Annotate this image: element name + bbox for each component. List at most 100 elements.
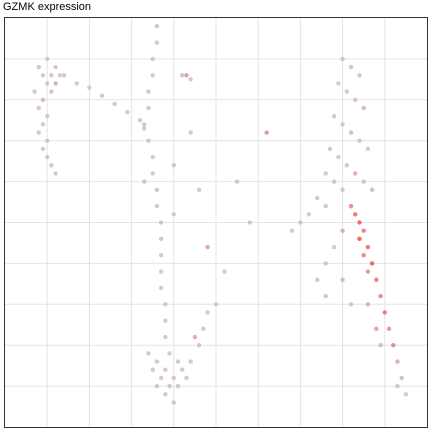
data-points xyxy=(32,23,409,405)
data-point xyxy=(323,171,328,176)
data-point xyxy=(188,130,193,135)
data-point xyxy=(163,318,168,323)
data-point xyxy=(171,375,176,381)
data-point xyxy=(361,253,366,258)
data-point xyxy=(150,73,155,78)
data-point xyxy=(150,367,155,372)
data-point xyxy=(357,73,362,78)
data-point xyxy=(298,220,303,225)
data-point xyxy=(344,163,350,168)
data-point xyxy=(99,93,105,98)
data-point xyxy=(213,302,219,307)
data-point xyxy=(45,138,50,143)
data-point xyxy=(188,359,193,364)
data-point xyxy=(353,171,358,176)
data-point xyxy=(142,122,147,127)
data-point xyxy=(154,40,160,45)
data-point xyxy=(158,220,164,225)
data-point xyxy=(87,85,92,90)
data-point xyxy=(340,122,345,127)
data-point xyxy=(395,383,400,389)
data-point xyxy=(344,89,350,94)
data-point xyxy=(180,73,185,78)
data-point xyxy=(365,269,371,274)
data-point xyxy=(163,392,168,397)
data-point xyxy=(188,77,193,82)
data-point xyxy=(196,187,202,192)
data-point xyxy=(336,154,341,160)
data-point xyxy=(315,277,320,282)
data-point xyxy=(340,187,345,192)
data-point xyxy=(234,179,240,184)
data-point xyxy=(175,383,181,389)
data-point xyxy=(49,89,54,94)
data-point xyxy=(399,375,404,381)
data-point xyxy=(154,23,160,29)
data-point xyxy=(112,101,117,107)
data-point xyxy=(158,253,164,258)
data-point xyxy=(53,81,58,86)
chart-title: GZMK expression xyxy=(3,1,92,13)
data-point xyxy=(40,73,46,78)
panel-border xyxy=(4,17,428,428)
data-point xyxy=(45,154,50,160)
data-point xyxy=(331,179,337,184)
data-point xyxy=(365,302,371,307)
data-point xyxy=(154,359,160,364)
data-point xyxy=(36,105,41,111)
data-point xyxy=(146,105,151,111)
data-point xyxy=(348,64,354,70)
data-point xyxy=(171,400,176,405)
data-point xyxy=(196,343,202,348)
data-point xyxy=(361,179,366,184)
data-point xyxy=(49,73,54,78)
data-point xyxy=(357,236,362,242)
data-point xyxy=(353,212,358,217)
data-point xyxy=(340,277,345,282)
data-point xyxy=(146,89,151,94)
data-point xyxy=(154,203,160,209)
data-point xyxy=(348,130,354,135)
data-point xyxy=(327,146,333,152)
data-point xyxy=(353,97,358,103)
data-point xyxy=(374,277,379,282)
data-point xyxy=(57,73,63,78)
data-point xyxy=(331,244,337,250)
data-point xyxy=(369,261,375,266)
data-point xyxy=(154,187,160,192)
data-point xyxy=(40,97,46,103)
data-point xyxy=(150,56,155,62)
data-point xyxy=(348,203,354,209)
data-point xyxy=(365,244,371,250)
data-point xyxy=(403,392,409,397)
data-point xyxy=(323,293,328,299)
data-point xyxy=(171,212,176,217)
data-point xyxy=(340,228,345,233)
data-point xyxy=(247,220,252,225)
data-point xyxy=(125,109,130,115)
data-point xyxy=(369,187,375,192)
data-point xyxy=(45,56,50,62)
data-point xyxy=(386,326,392,332)
data-point xyxy=(158,236,164,242)
data-point xyxy=(378,343,383,348)
data-point xyxy=(184,375,189,381)
data-point xyxy=(150,154,155,160)
data-point xyxy=(167,351,172,356)
data-point xyxy=(175,359,181,364)
data-point xyxy=(146,351,151,356)
data-point xyxy=(264,130,269,135)
data-point xyxy=(361,228,366,233)
data-point xyxy=(163,302,168,307)
data-point xyxy=(171,163,176,168)
data-point xyxy=(74,81,79,86)
data-point xyxy=(365,146,371,152)
data-point xyxy=(395,359,400,364)
data-point xyxy=(336,81,341,86)
data-point xyxy=(163,367,168,372)
data-point xyxy=(323,203,328,209)
data-point xyxy=(378,293,383,299)
data-point xyxy=(201,326,206,332)
data-point xyxy=(348,302,354,307)
